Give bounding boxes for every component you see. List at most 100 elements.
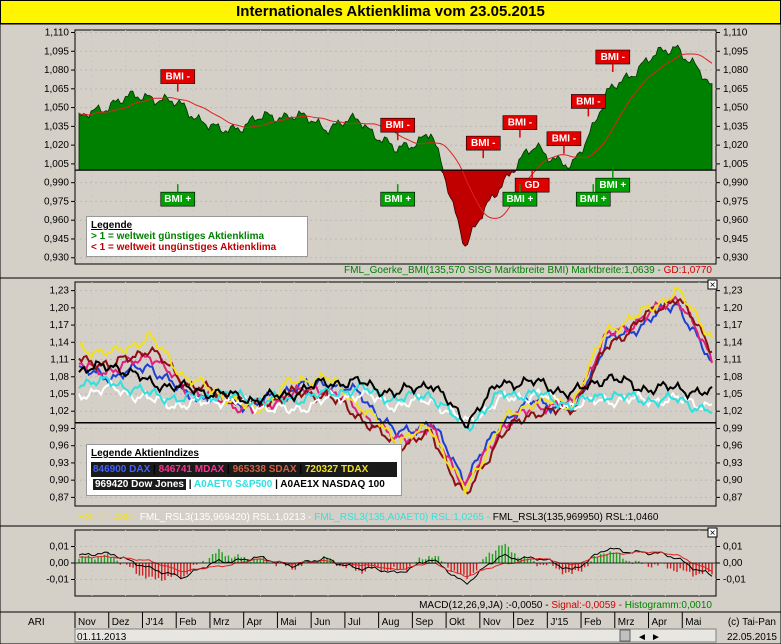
y-tick-label-right: 1,14 (723, 337, 743, 348)
month-label: Mrz (213, 617, 230, 628)
month-label: Feb (584, 617, 602, 628)
macd-footer-part: Histogramm:0,0010 (625, 600, 713, 611)
y-tick-label-left: 1,050 (44, 103, 69, 114)
y-tick-label-left: 0,945 (44, 234, 69, 245)
macd-panel: 0,01 0,01 0,00 0,00 -0,01 -0,01 × MACD(12,26,9,… (0, 526, 781, 612)
month-label: Mrz (618, 617, 635, 628)
rsl-panel: 1,23 1,23 1,20 1,20 1,17 1,17 1,14 1,14 1,11 1,11… (0, 278, 781, 526)
y-tick-label-right: 1,02 (723, 406, 743, 417)
y-tick-label-left: 0,930 (44, 253, 69, 264)
bmi-positive-area (78, 44, 713, 171)
y-tick-label-left: 0,00 (50, 558, 70, 569)
y-tick-label-left: 0,93 (50, 458, 70, 469)
y-tick-label-left: 1,035 (44, 121, 69, 132)
y-tick-label-right: 1,110 (723, 28, 748, 39)
y-tick-label-left: 1,17 (50, 320, 70, 331)
month-label: Okt (449, 617, 465, 628)
y-tick-label-right: 1,035 (723, 121, 748, 132)
rsl-footer-part: RSL:1,1488 - (78, 512, 140, 523)
macd-signal-line (78, 550, 713, 578)
signal-marker-label: BMI - (166, 72, 190, 83)
time-scrollbar (74, 628, 717, 643)
y-tick-label-right: 0,93 (723, 458, 743, 469)
month-label: J'15 (550, 617, 568, 628)
scroll-right-arrow: ► (651, 632, 661, 643)
signal-marker-label: BMI - (508, 118, 532, 129)
y-tick-label-left: 1,110 (45, 28, 70, 39)
axis-right-label: (c) Tai-Pan (728, 617, 776, 628)
signal-marker-label: BMI + (164, 194, 191, 205)
y-tick-label-right: 0,99 (723, 423, 743, 434)
bmi-panel: 1,110 1,110 1,095 1,095 1,080 1,080 1,065 1,065… (0, 24, 781, 278)
signal-marker-label: BMI - (601, 52, 625, 63)
legend-sp500: A0AET0 S&P500 (193, 479, 273, 490)
y-tick-label-right: 1,095 (723, 46, 748, 57)
y-tick-label-left: 1,02 (50, 406, 70, 417)
scroll-left-arrow: ◄ (637, 632, 647, 643)
macd-line (78, 547, 713, 585)
rsl-legend-row1: 846900 DAX | 846741 MDAX | 965338 SDAX |… (91, 462, 397, 477)
y-tick-label-left: 1,065 (44, 84, 69, 95)
scroll-thumb (619, 629, 631, 642)
y-tick-label-right: 1,17 (723, 320, 743, 331)
month-label: Jul (348, 617, 361, 628)
y-tick-label-right: 1,065 (723, 84, 748, 95)
month-label: Dez (517, 617, 535, 628)
y-tick-label-right: 1,020 (723, 140, 748, 151)
y-tick-label-left: 0,99 (50, 423, 70, 434)
y-tick-label-left: 1,095 (44, 46, 69, 57)
signal-marker-label: BMI + (384, 194, 411, 205)
month-label: Jun (314, 617, 330, 628)
close-icon-macd (707, 527, 718, 538)
page-title: Internationales Aktienklima vom 23.05.20… (0, 0, 781, 24)
bmi-legend-title: Legende (91, 220, 133, 231)
y-tick-label-right: 1,005 (723, 159, 748, 170)
time-axis: ARI (c) Tai-Pan Nov Dez J'14 Feb Mrz Apr Mai Jun J… (0, 612, 781, 644)
bmi-footer: FML_Goerke_BMI(135,570 SISG Marktbreite … (344, 265, 712, 276)
macd-footer-part: MACD(12,26,9,JA) :-0,0050 - (419, 600, 551, 611)
y-tick-label-left: 1,080 (44, 65, 69, 76)
signal-marker-label: BMI - (471, 138, 495, 149)
month-label: Aug (382, 617, 400, 628)
y-tick-label-left: 0,96 (50, 441, 70, 452)
macd-footer: MACD(12,26,9,JA) :-0,0050 - Signal:-0,00… (419, 600, 712, 611)
month-label: J'14 (145, 617, 163, 628)
axis-left-label: ARI (28, 617, 45, 628)
signal-marker-label: BMI - (576, 96, 600, 107)
macd-footer-part: Signal:-0,0059 - (551, 600, 624, 611)
y-tick-label-right: 0,960 (723, 215, 748, 226)
y-tick-label-left: 0,990 (44, 178, 69, 189)
signal-marker-label: BMI + (580, 194, 607, 205)
month-label: Nov (483, 617, 501, 628)
y-tick-label-right: 0,01 (723, 542, 743, 553)
month-label: Dez (112, 617, 130, 628)
rsl-series-line-3 (78, 286, 713, 497)
y-tick-label-left: 1,20 (50, 303, 70, 314)
legend-dax: 846900 DAX (93, 464, 151, 475)
month-label: Apr (652, 617, 668, 628)
rsl-footer-part: FML_RSL3(135,969420) RSL:1,0213 - (140, 512, 315, 523)
y-tick-label-right: 0,930 (723, 253, 748, 264)
close-icon-glyph: × (710, 280, 716, 291)
rsl-series-line-5 (78, 374, 713, 433)
month-label: Nov (78, 617, 96, 628)
y-tick-label-left: 0,01 (50, 542, 70, 553)
close-icon-glyph: × (710, 528, 716, 539)
y-tick-label-right: 1,080 (723, 65, 748, 76)
y-tick-label-right: 1,11 (723, 355, 742, 366)
bmi-legend-negative: < 1 = weltweit ungünstiges Aktienklima (91, 242, 277, 253)
y-tick-label-right: -0,01 (723, 575, 746, 586)
y-tick-label-right: 1,23 (723, 286, 743, 297)
month-label: Mai (280, 617, 296, 628)
rsl-legend: Legende AktienIndizes 846900 DAX | 84674… (86, 444, 402, 496)
rsl-footer-part: FML_RSL3(135,969950) RSL:1,0460 (493, 512, 659, 523)
y-tick-label-right: 1,050 (723, 103, 748, 114)
macd-chart: 0,01 0,01 0,00 0,00 -0,01 -0,01 × MACD(12,26,9,… (0, 526, 781, 612)
y-tick-label-left: 0,90 (50, 475, 70, 486)
rsl-legend-row2: 969420 Dow Jones | A0AET0 S&P500 | A0AE1… (93, 479, 385, 490)
close-icon-rsl (707, 279, 718, 290)
bmi-footer-gd: GD:1,0770 (664, 265, 713, 276)
signal-marker-label: BMI - (385, 120, 409, 131)
y-tick-label-left: 1,14 (50, 337, 70, 348)
legend-mdax: 846741 MDAX (158, 464, 225, 475)
